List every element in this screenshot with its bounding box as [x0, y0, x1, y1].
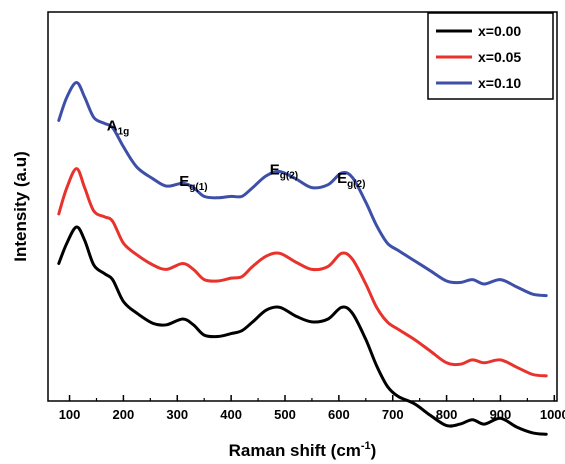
- x-tick-label-7: 800: [436, 407, 458, 422]
- x-tick-label-3: 400: [220, 407, 242, 422]
- peak-label-1: Eg(1): [179, 173, 207, 193]
- legend-label-2: x=0.10: [478, 75, 521, 91]
- series-line-0: [57, 225, 548, 436]
- peak-label-2: Eg(2): [270, 161, 298, 181]
- legend: x=0.00 x=0.05 x=0.10: [427, 12, 554, 100]
- x-tick-label-8: 900: [490, 407, 512, 422]
- legend-label-0: x=0.00: [478, 23, 521, 39]
- plot-frame: [47, 11, 558, 402]
- x-axis-title: Raman shift (cm-1): [229, 440, 377, 460]
- x-tick-label-4: 500: [274, 407, 296, 422]
- x-tick-label-2: 300: [166, 407, 188, 422]
- x-tick-label-1: 200: [113, 407, 135, 422]
- y-axis-title: Intensity (a.u): [11, 151, 30, 262]
- x-tick-label-9: 1000: [540, 407, 565, 422]
- x-tick-label-0: 100: [59, 407, 81, 422]
- peak-label-3: Eg(2): [337, 170, 365, 190]
- series-line-1: [57, 167, 548, 378]
- peak-annotations: A1g Eg(1) Eg(2) Eg(2): [107, 118, 366, 193]
- x-tick-label-6: 700: [382, 407, 404, 422]
- peak-label-0: A1g: [107, 118, 130, 138]
- x-axis-title-main: Raman shift (cm: [229, 441, 361, 460]
- x-axis-title-tail: ): [371, 441, 377, 460]
- series-lines: [57, 81, 548, 436]
- legend-label-1: x=0.05: [478, 49, 521, 65]
- series-line-2: [57, 81, 548, 298]
- x-tick-label-5: 600: [328, 407, 350, 422]
- x-axis-ticks: 100 200 300 400 500 600 700 800 900 1000: [59, 395, 565, 422]
- x-axis-title-superscript: -1: [361, 440, 371, 452]
